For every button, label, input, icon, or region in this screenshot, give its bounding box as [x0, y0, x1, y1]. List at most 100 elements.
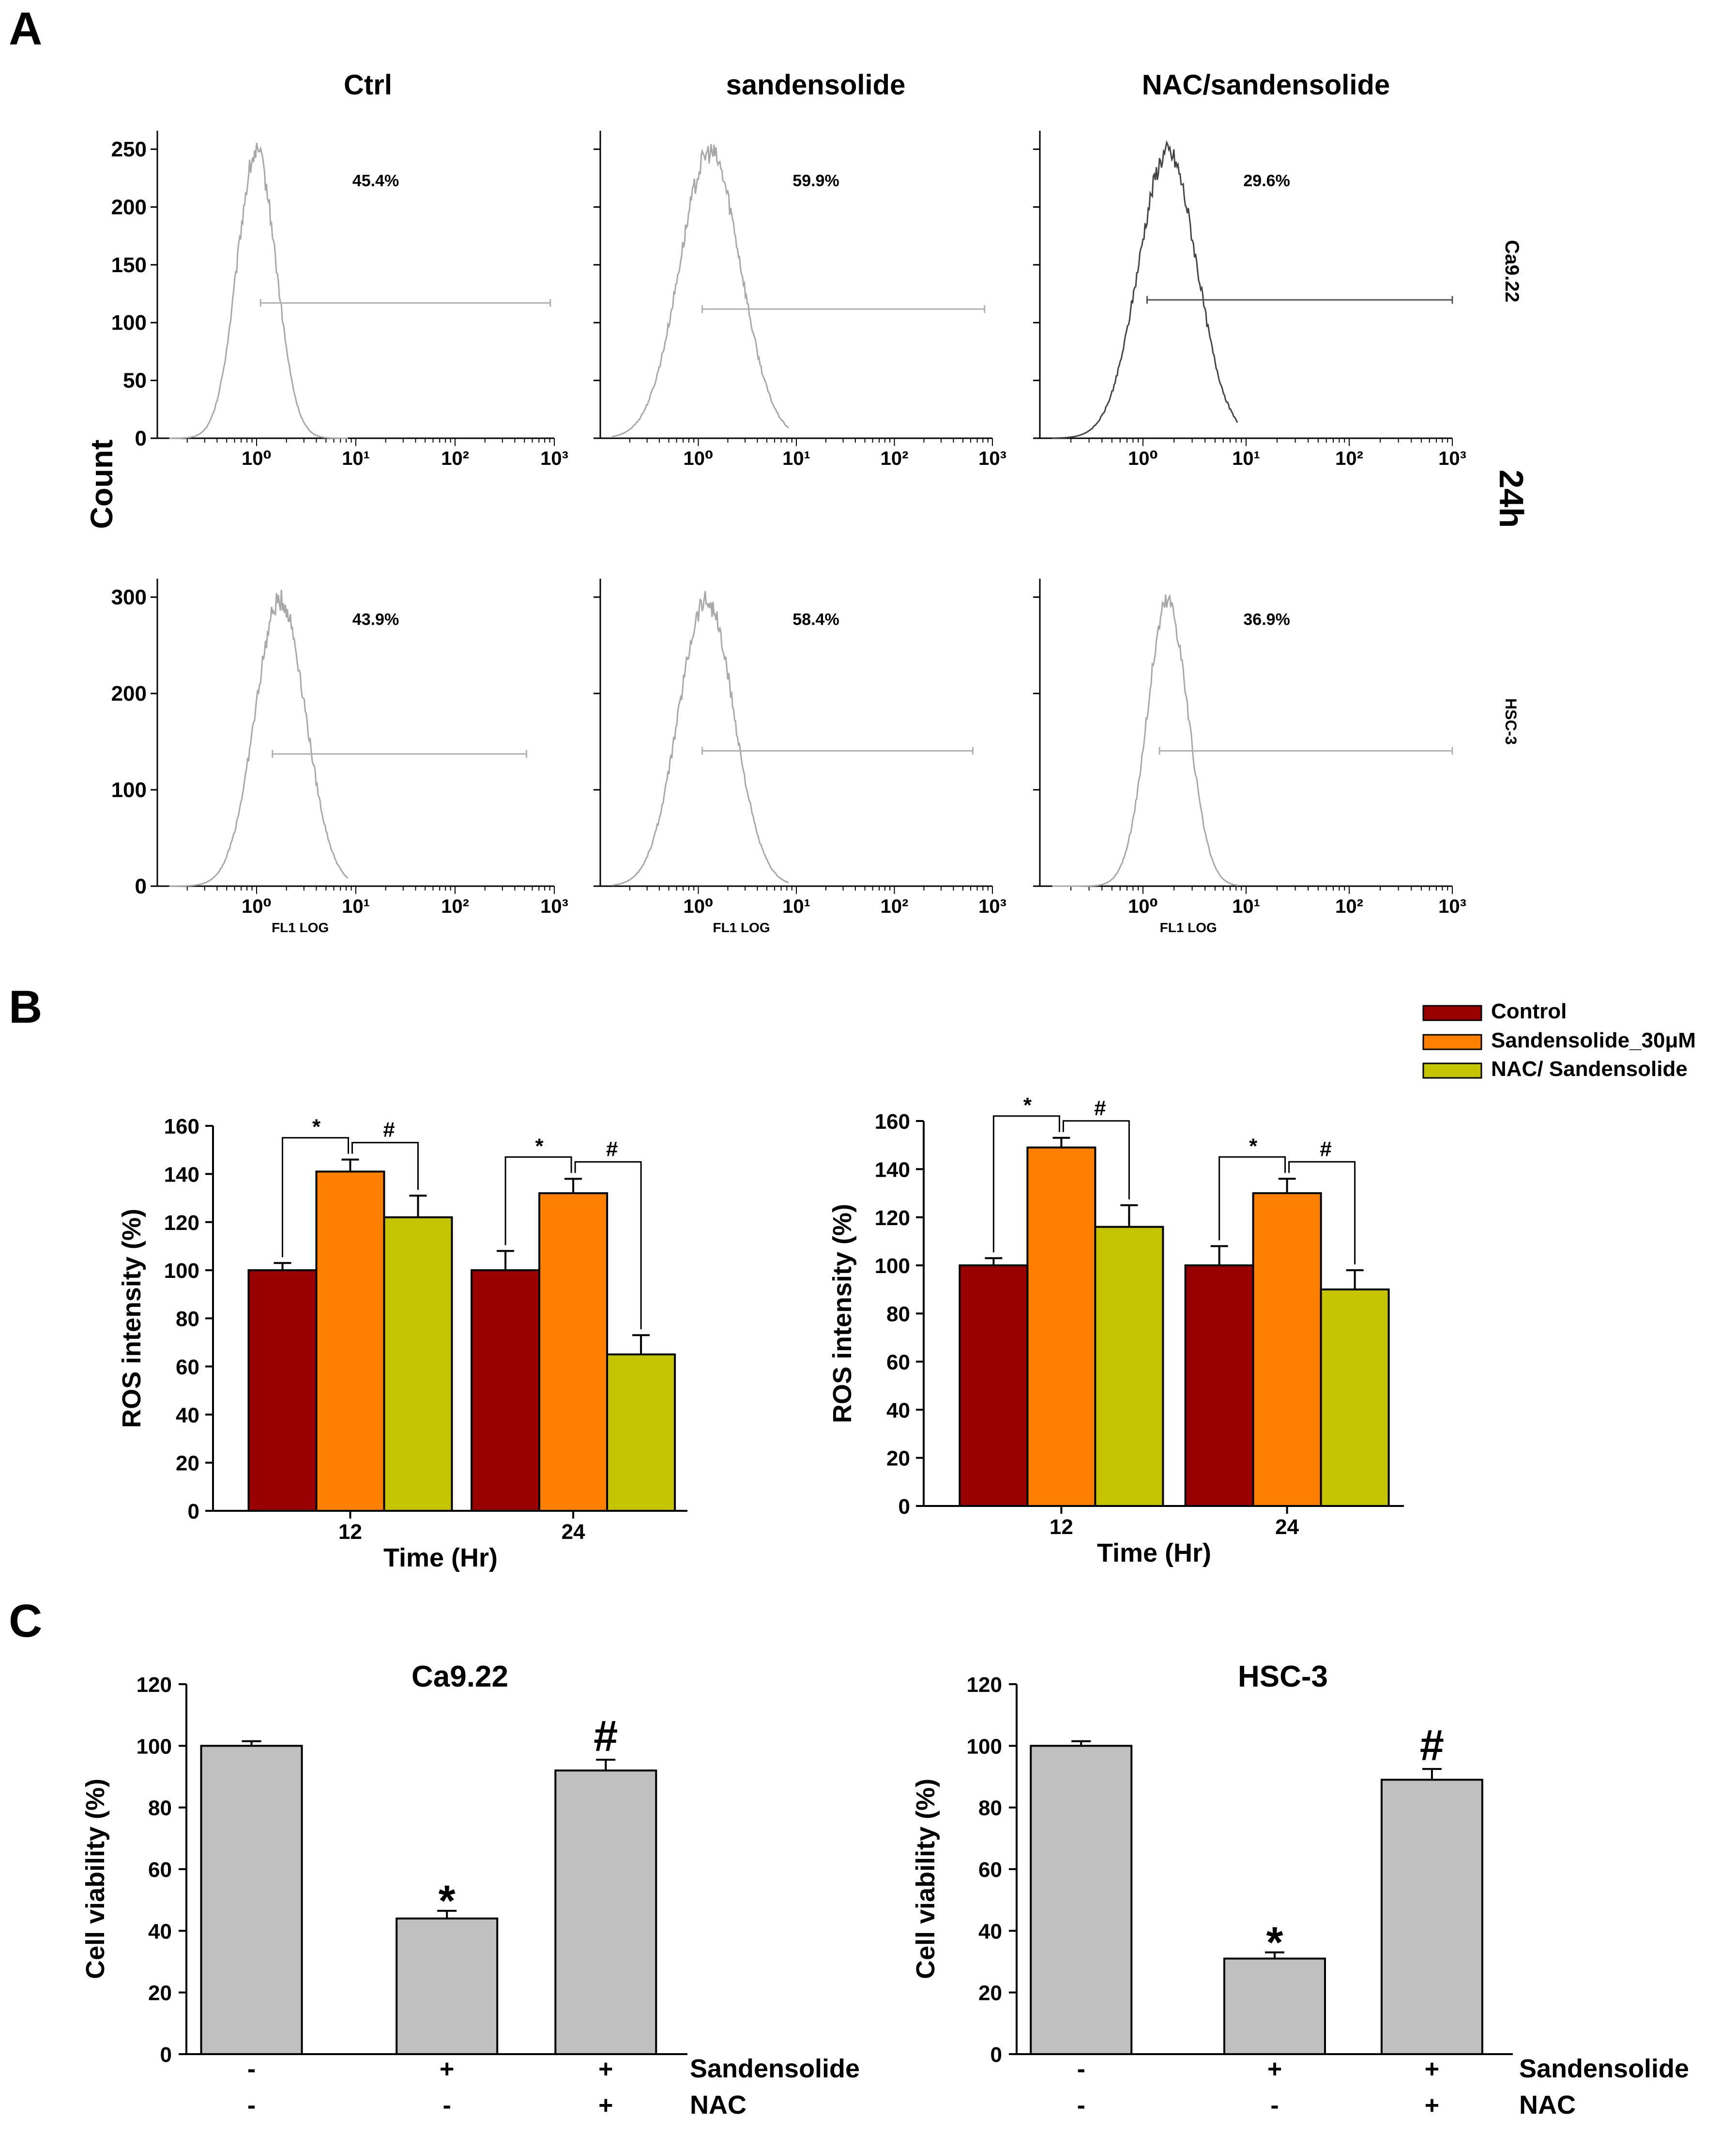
ros-bracket-hash — [574, 1161, 642, 1330]
flow-x-axis-label: FL1 LOG — [1160, 920, 1217, 935]
viability-chart-title: Ca9.22 — [411, 1660, 508, 1693]
viability-y-tick-label: 80 — [148, 1797, 172, 1820]
viability-y-tick-label: 0 — [160, 2043, 172, 2067]
ros-y-tick-label: 120 — [875, 1206, 910, 1230]
viability-bar — [1030, 1745, 1133, 2055]
viability-y-tick-label: 20 — [148, 1981, 172, 2005]
ros-significance-star: * — [1023, 1093, 1032, 1117]
flow-gate-percent: 43.9% — [352, 610, 399, 629]
treatment-sign: + — [440, 2055, 454, 2083]
viability-significance-mark: * — [439, 1877, 456, 1925]
ros-y-tick-label: 40 — [176, 1403, 199, 1427]
flow-x-tick-label: 10¹ — [1232, 896, 1260, 917]
viability-y-tick-label: 20 — [978, 1981, 1002, 2005]
ros-x-tick-label: 12 — [338, 1520, 362, 1544]
legend-label: Sandensolide_30μM — [1491, 1029, 1696, 1052]
flow-y-tick-label: 250 — [111, 138, 147, 161]
flow-gate-percent: 58.4% — [792, 610, 839, 629]
viability-y-axis-label: Cell viability (%) — [81, 1779, 110, 1979]
viability-significance-mark: # — [1420, 1721, 1444, 1770]
flow-histogram — [169, 590, 349, 887]
panel-label-c: C — [9, 1595, 42, 1647]
ros-bar — [959, 1264, 1029, 1507]
flow-x-tick-label: 10⁰ — [683, 896, 713, 917]
ros-bracket-hash — [351, 1142, 419, 1190]
flow-y-tick-label: 300 — [111, 585, 147, 609]
flow-histograms: 250 200 150 100 50 0 10⁰ 10¹ 10² 10³ 45.4% 10⁰ 10¹ 10… — [111, 131, 1466, 935]
flow-x-tick-label: 10³ — [540, 896, 568, 917]
flow-x-tick-label: 10³ — [978, 448, 1006, 469]
flow-histogram — [169, 142, 348, 439]
treatment-sign: + — [1267, 2055, 1282, 2083]
flow-x-axis-label: FL1 LOG — [272, 920, 329, 935]
flow-x-tick-label: 10⁰ — [242, 896, 272, 917]
ros-bar — [1252, 1192, 1322, 1507]
ros-x-tick-label: 24 — [562, 1520, 585, 1544]
viability-y-tick-label: 100 — [137, 1735, 172, 1758]
flow-x-tick-label: 10⁰ — [683, 448, 713, 469]
ros-y-tick-label: 20 — [176, 1452, 199, 1475]
treatment-sign: - — [1077, 2091, 1085, 2120]
ros-x-tick-label: 12 — [1050, 1515, 1073, 1539]
flow-x-tick-label: 10² — [1335, 448, 1363, 469]
treatment-sign: - — [1077, 2055, 1085, 2083]
ros-bar — [538, 1192, 609, 1512]
ros-bar — [1026, 1146, 1096, 1507]
flow-y-tick-label: 200 — [111, 682, 147, 706]
panel-label-b: B — [9, 981, 42, 1033]
viability-y-tick-label: 40 — [978, 1920, 1002, 1943]
flow-gate-percent: 45.4% — [352, 171, 399, 190]
viability-y-tick-label: 60 — [148, 1858, 172, 1882]
count-axis-label: Count — [84, 440, 119, 529]
ros-y-tick-label: 140 — [875, 1158, 910, 1182]
flow-x-tick-label: 10³ — [1438, 896, 1466, 917]
viability-y-tick-label: 80 — [978, 1797, 1002, 1820]
flow-histogram — [1052, 594, 1238, 887]
ros-bar — [1320, 1288, 1390, 1507]
ros-bar — [1094, 1226, 1164, 1507]
ros-y-tick-label: 60 — [886, 1351, 910, 1374]
ros-bar — [247, 1269, 318, 1512]
condition-title-ctrl: Ctrl — [344, 69, 392, 101]
flow-x-axis-label: FL1 LOG — [713, 920, 770, 935]
treatment-sign: + — [1425, 2091, 1439, 2120]
legend-swatch — [1422, 1034, 1482, 1050]
condition-title-sandensolide: sandensolide — [726, 69, 906, 101]
legend-swatch — [1422, 1062, 1482, 1079]
flow-y-tick-label: 150 — [111, 253, 147, 277]
flow-y-tick-label: 100 — [111, 778, 147, 802]
viability-y-tick-label: 40 — [148, 1920, 172, 1943]
viability-y-tick-label: 0 — [990, 2043, 1002, 2067]
ros-bracket-star — [282, 1137, 349, 1258]
ros-x-axis-label: Time (Hr) — [1097, 1538, 1211, 1567]
viability-significance-mark: # — [594, 1712, 618, 1761]
viability-bar — [554, 1769, 657, 2055]
flow-x-tick-label: 10² — [441, 448, 469, 469]
treatment-sign: + — [598, 2055, 613, 2083]
flow-y-tick-label: 50 — [123, 369, 147, 393]
ros-significance-hash: # — [1094, 1096, 1106, 1120]
ros-y-tick-label: 140 — [164, 1163, 199, 1186]
ros-bracket-star — [1218, 1156, 1286, 1241]
ros-significance-star: * — [312, 1115, 321, 1139]
ros-y-axis-label: ROS intensity (%) — [828, 1204, 857, 1423]
ros-y-tick-label: 80 — [886, 1303, 910, 1326]
ros-significance-star: * — [1249, 1134, 1258, 1158]
legend-swatch — [1422, 1005, 1482, 1021]
flow-gate-percent: 36.9% — [1243, 610, 1290, 629]
flow-x-tick-label: 10¹ — [782, 896, 810, 917]
time-label-24h: 24h — [1492, 470, 1530, 528]
viability-y-tick-label: 120 — [967, 1673, 1002, 1697]
flow-x-tick-label: 10¹ — [1232, 448, 1260, 469]
viability-bar — [396, 1917, 499, 2056]
treatment-sign: + — [598, 2091, 613, 2120]
flow-x-tick-label: 10³ — [540, 448, 568, 469]
ros-y-tick-label: 120 — [164, 1211, 199, 1235]
flow-histogram — [612, 144, 789, 438]
ros-bar — [315, 1170, 385, 1512]
flow-y-tick-label: 200 — [111, 195, 147, 219]
ros-bracket-star — [504, 1156, 572, 1245]
treatment-row-label: Sandensolide — [690, 2054, 860, 2083]
flow-histogram — [612, 591, 789, 886]
flow-x-tick-label: 10² — [1335, 896, 1363, 917]
